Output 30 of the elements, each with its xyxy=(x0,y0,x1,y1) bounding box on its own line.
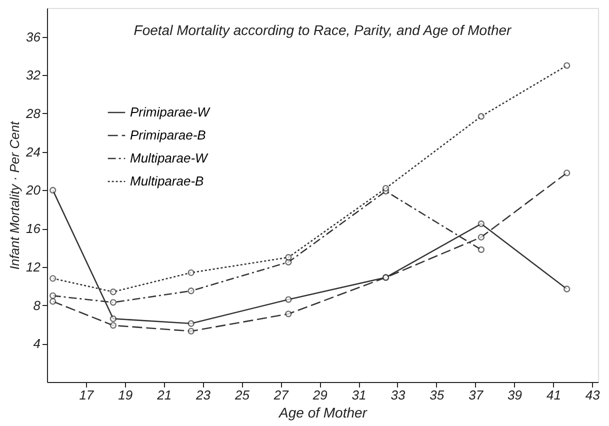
y-tick-label: 36 xyxy=(26,29,42,44)
x-tick-label: 17 xyxy=(79,388,94,402)
x-tick-label: 23 xyxy=(195,388,212,402)
x-axis-title: Age of Mother xyxy=(278,404,368,420)
x-tick-label: 27 xyxy=(272,388,290,402)
y-axis-title: Infant Mortality · Per Cent xyxy=(7,120,22,270)
y-tick-label: 16 xyxy=(26,221,42,236)
x-tick-label: 21 xyxy=(156,388,172,402)
x-tick-label: 41 xyxy=(546,388,561,402)
x-tick-label: 43 xyxy=(585,388,601,402)
y-tick-label: 12 xyxy=(26,259,42,274)
x-tick-label: 29 xyxy=(312,388,328,402)
y-tick-label: 4 xyxy=(33,336,40,352)
text: Foetal Mortality according to Race, Parity, and Age of Mother xyxy=(134,22,513,38)
legend-label: Primiparae-W xyxy=(130,104,212,120)
y-tick-label: 20 xyxy=(25,182,42,198)
y-tick-label: 8 xyxy=(33,298,42,313)
legend-label: Multiparae-B xyxy=(130,174,204,188)
x-tick-label: 25 xyxy=(234,388,250,402)
x-tick-label: 35 xyxy=(430,388,445,402)
x-tick-label: 39 xyxy=(508,388,522,402)
x-tick-label: 19 xyxy=(118,388,133,402)
x-tick-label: 33 xyxy=(390,388,406,402)
y-tick-label: 28 xyxy=(25,106,42,121)
x-tick-label: 31 xyxy=(352,388,366,402)
y-tick-label: 24 xyxy=(25,144,40,160)
legend-label: Primiparae-B xyxy=(130,128,206,142)
x-tick-label: 37 xyxy=(468,388,484,402)
legend-label: Multiparae-W xyxy=(130,150,210,166)
y-tick-label: 32 xyxy=(26,68,42,83)
